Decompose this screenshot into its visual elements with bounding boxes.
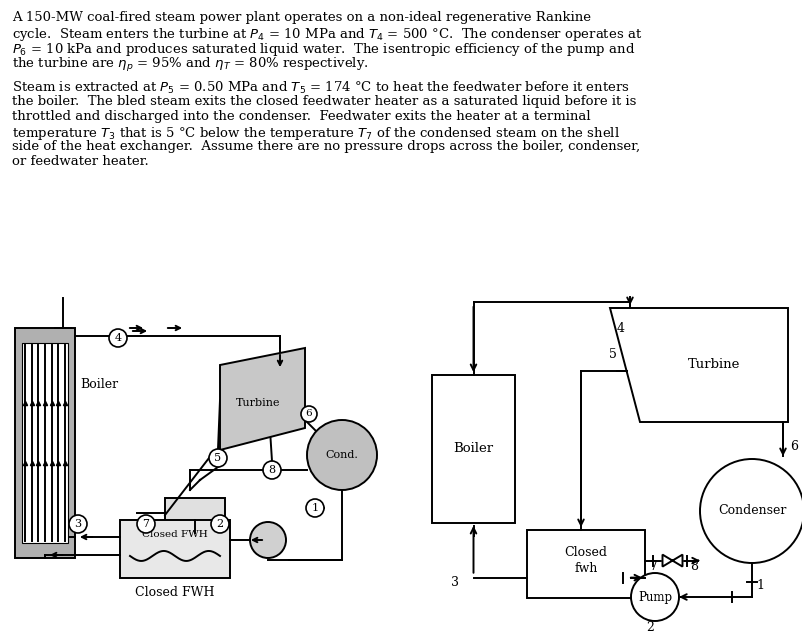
Text: 8: 8 [269, 465, 276, 475]
Text: Closed FWH: Closed FWH [142, 530, 208, 539]
Text: A 150-MW coal-fired steam power plant operates on a non-ideal regenerative Ranki: A 150-MW coal-fired steam power plant op… [12, 11, 591, 24]
Circle shape [69, 515, 87, 533]
Circle shape [631, 573, 679, 621]
Text: the boiler.  The bled steam exits the closed feedwater heater as a saturated liq: the boiler. The bled steam exits the clo… [12, 95, 636, 108]
Text: 1: 1 [756, 579, 764, 592]
Text: $P_6$ = 10 kPa and produces saturated liquid water.  The isentropic efficiency o: $P_6$ = 10 kPa and produces saturated li… [12, 41, 635, 58]
Text: Boiler: Boiler [80, 378, 118, 391]
Polygon shape [610, 308, 788, 422]
Text: Boiler: Boiler [453, 442, 493, 456]
Text: or feedwater heater.: or feedwater heater. [12, 155, 148, 168]
Text: Cond.: Cond. [326, 450, 358, 460]
Text: 4: 4 [617, 322, 625, 335]
Bar [527, 530, 645, 598]
Text: 7: 7 [650, 559, 658, 573]
Text: 6: 6 [790, 440, 798, 453]
Bar [165, 498, 225, 533]
Circle shape [137, 515, 155, 533]
Text: temperature $T_3$ that is 5 °C below the temperature $T_7$ of the condensed stea: temperature $T_3$ that is 5 °C below the… [12, 125, 620, 142]
Text: side of the heat exchanger.  Assume there are no pressure drops across the boile: side of the heat exchanger. Assume there… [12, 140, 640, 153]
Text: the turbine are $\eta_p$ = 95% and $\eta_T$ = 80% respectively.: the turbine are $\eta_p$ = 95% and $\eta… [12, 56, 369, 74]
Text: 1: 1 [311, 503, 318, 513]
Text: 7: 7 [143, 519, 149, 529]
Text: Turbine: Turbine [236, 398, 280, 408]
Circle shape [307, 420, 377, 490]
Text: 3: 3 [452, 576, 460, 588]
Bar [15, 328, 75, 558]
Text: Turbine: Turbine [688, 358, 740, 372]
Bar [432, 375, 515, 523]
Bar [22, 343, 68, 543]
Text: Condenser: Condenser [718, 504, 786, 518]
Text: 2: 2 [217, 519, 224, 529]
Circle shape [209, 449, 227, 467]
Polygon shape [220, 348, 305, 450]
Text: Steam is extracted at $P_5$ = 0.50 MPa and $T_5$ = 174 °C to heat the feedwater : Steam is extracted at $P_5$ = 0.50 MPa a… [12, 80, 630, 96]
Text: 5: 5 [609, 348, 617, 361]
Text: 5: 5 [214, 453, 221, 463]
Text: 3: 3 [75, 519, 82, 529]
Circle shape [306, 499, 324, 517]
Text: Closed
fwh: Closed fwh [565, 545, 607, 574]
Polygon shape [662, 555, 683, 567]
Text: throttled and discharged into the condenser.  Feedwater exits the heater at a te: throttled and discharged into the conden… [12, 110, 590, 123]
Circle shape [250, 522, 286, 558]
Bar [120, 520, 230, 578]
Circle shape [109, 329, 127, 347]
Text: Closed FWH: Closed FWH [136, 586, 215, 599]
Text: 8: 8 [690, 559, 698, 573]
Text: 2: 2 [646, 621, 654, 632]
Circle shape [211, 515, 229, 533]
Circle shape [301, 406, 317, 422]
Text: cycle.  Steam enters the turbine at $P_4$ = 10 MPa and $T_4$ = 500 °C.  The cond: cycle. Steam enters the turbine at $P_4$… [12, 26, 642, 43]
Text: 4: 4 [115, 333, 122, 343]
Circle shape [700, 459, 802, 563]
Circle shape [263, 461, 281, 479]
Text: 6: 6 [306, 410, 312, 418]
Text: Pump: Pump [638, 590, 672, 604]
